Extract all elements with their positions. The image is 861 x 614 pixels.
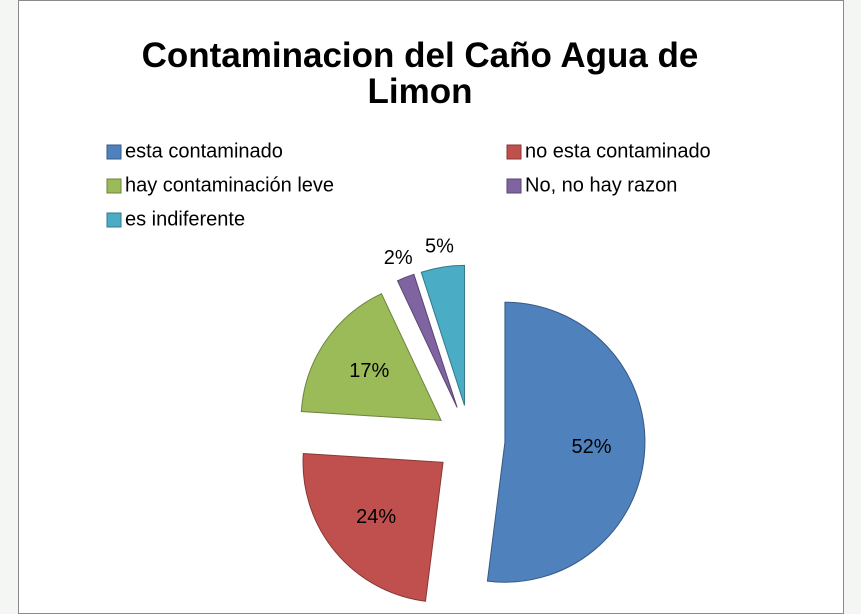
chart-title: Contaminacion del Caño Agua de Limon <box>141 36 699 111</box>
data-label: 24% <box>356 506 396 528</box>
data-label: 52% <box>572 436 612 458</box>
pie-slice <box>300 292 442 421</box>
legend-label: esta contaminado <box>125 140 283 162</box>
legend-label: No, no hay razon <box>525 174 677 196</box>
legend-label: no esta contaminado <box>525 140 711 162</box>
data-label: 17% <box>349 360 389 382</box>
pie-slice <box>420 264 466 406</box>
legend-swatch <box>106 178 122 194</box>
legend-swatch <box>506 144 522 160</box>
pie-slice <box>396 273 458 408</box>
pie-slice <box>486 301 646 583</box>
pie-slice <box>302 452 444 602</box>
legend-label: hay contaminación leve <box>125 174 334 196</box>
data-label: 5% <box>425 236 454 258</box>
legend-label: es indiferente <box>125 208 245 230</box>
data-label: 2% <box>384 247 413 269</box>
legend-swatch <box>506 178 522 194</box>
legend-swatch <box>106 144 122 160</box>
legend-swatch <box>106 212 122 228</box>
